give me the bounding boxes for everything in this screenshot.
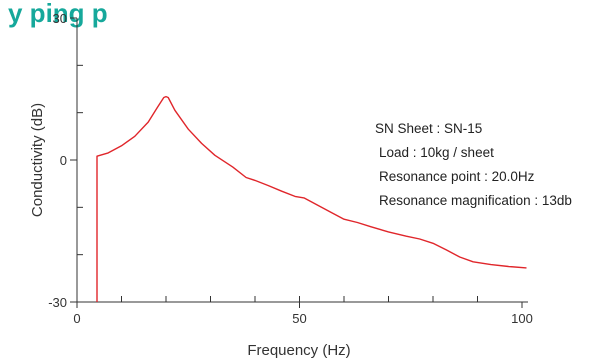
ticks: -30 0 30 0 50 100 [48, 11, 533, 326]
y-tick-label: 0 [60, 153, 67, 168]
x-tick-label: 0 [73, 311, 80, 326]
x-tick-label: 50 [292, 311, 306, 326]
annotation-1: Load : 10kg / sheet [379, 145, 494, 160]
axes [76, 18, 528, 303]
annotation-2: Resonance point : 20.0Hz [379, 169, 535, 184]
x-tick-label: 100 [511, 311, 533, 326]
y-axis-title: Conductivity (dB) [29, 103, 46, 217]
series-line-0 [96, 95, 527, 302]
x-axis-title: Frequency (Hz) [247, 342, 350, 359]
y-tick-label: 30 [53, 11, 67, 26]
y-tick-label: -30 [48, 295, 67, 310]
annotations: SN Sheet : SN-15 Load : 10kg / sheet Reson… [375, 121, 572, 208]
annotation-3: Resonance magnification : 13db [379, 193, 572, 208]
annotation-0: SN Sheet : SN-15 [375, 121, 482, 136]
series [96, 95, 527, 302]
clipped-title: y ping p [8, 0, 108, 28]
